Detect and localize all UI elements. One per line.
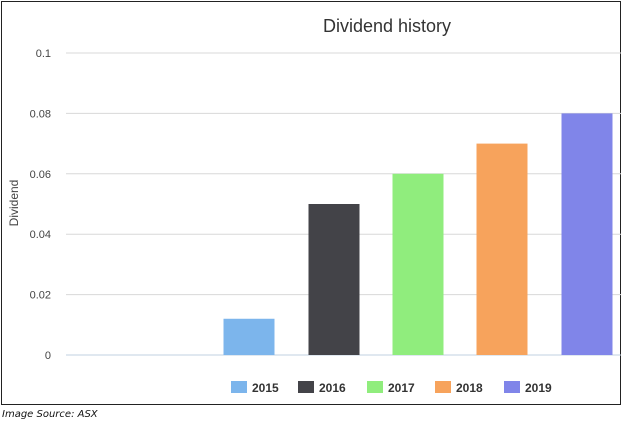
y-tick-label: 0.1 [36, 48, 51, 60]
legend-swatch [504, 381, 520, 393]
bar-2016[interactable] [308, 204, 360, 355]
legend-label: 2018 [456, 381, 483, 395]
legend-label: 2016 [319, 381, 346, 395]
y-tick-label: 0.06 [30, 169, 51, 181]
bars [223, 113, 613, 356]
legend-swatch [298, 381, 314, 393]
legend-swatch [435, 381, 451, 393]
legend-item-2018[interactable]: 2018 [435, 381, 483, 395]
legend-label: 2017 [388, 381, 415, 395]
legend-item-2016[interactable]: 2016 [298, 381, 346, 395]
legend-swatch [231, 381, 247, 393]
image-source-caption: Image Source: ASX [2, 409, 98, 420]
gridlines [66, 52, 621, 356]
legend-item-2019[interactable]: 2019 [504, 381, 552, 395]
y-axis-label: Dividend [7, 180, 21, 227]
bar-2018[interactable] [476, 143, 528, 355]
y-tick-label: 0.04 [30, 229, 51, 241]
legend-label: 2019 [525, 381, 552, 395]
bar-2015[interactable] [223, 318, 275, 355]
legend-label: 2015 [252, 381, 279, 395]
legend-item-2015[interactable]: 2015 [231, 381, 279, 395]
legend-item-2017[interactable]: 2017 [367, 381, 415, 395]
legend-swatch [367, 381, 383, 393]
chart-title: Dividend history [323, 16, 451, 36]
bar-2019[interactable] [561, 113, 613, 356]
y-tick-label: 0.02 [30, 290, 51, 302]
y-tick-label: 0.08 [30, 108, 51, 120]
y-tick-labels: 0 0.02 0.04 0.06 0.08 0.1 [30, 48, 51, 362]
y-tick-label: 0 [45, 350, 51, 362]
bar-2017[interactable] [392, 173, 444, 355]
legend: 2015 2016 2017 2018 2019 [231, 381, 552, 395]
